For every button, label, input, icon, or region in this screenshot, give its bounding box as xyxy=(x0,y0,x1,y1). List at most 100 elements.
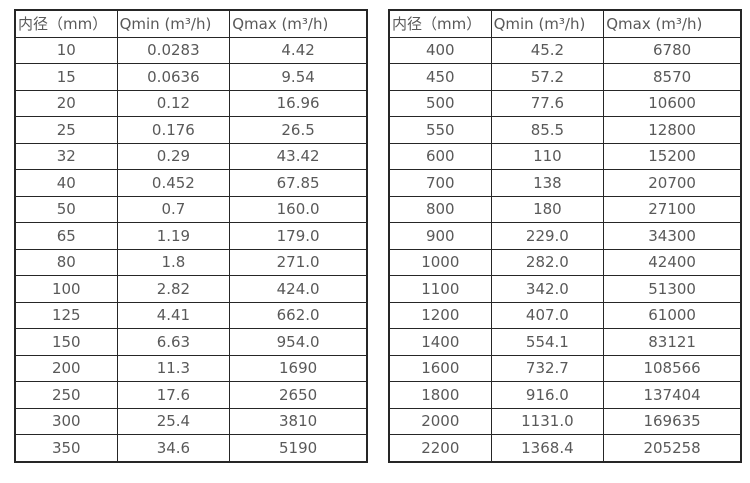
table-row: 32 0.29 43.42 xyxy=(14,142,368,170)
table-cell: 108566 xyxy=(603,354,742,382)
table-cell: 12800 xyxy=(603,116,742,144)
table-row: 900 229.0 34300 xyxy=(388,222,742,250)
table-cell: 2200 xyxy=(388,434,492,462)
table-cell: 550 xyxy=(388,116,492,144)
table-cell: 10600 xyxy=(603,89,742,117)
table-cell: 15200 xyxy=(603,142,742,170)
table-cell: 2.82 xyxy=(116,275,231,303)
table-cell: 0.12 xyxy=(116,89,231,117)
table-cell: 85.5 xyxy=(490,116,605,144)
table-cell: 150 xyxy=(14,328,118,356)
table-row: 125 4.41 662.0 xyxy=(14,301,368,329)
table-cell: 125 xyxy=(14,301,118,329)
table-cell: 1600 xyxy=(388,354,492,382)
table-header-row: 内径（mm） Qmin (m³/h) Qmax (m³/h) xyxy=(14,9,368,38)
flow-table-left: 内径（mm） Qmin (m³/h) Qmax (m³/h) 10 0.0283 4.4… xyxy=(14,9,368,463)
flow-table-right: 内径（mm） Qmin (m³/h) Qmax (m³/h) 400 45.2 6780… xyxy=(388,9,742,463)
table-row: 50 0.7 160.0 xyxy=(14,195,368,223)
table-cell: 8570 xyxy=(603,63,742,91)
table-cell: 424.0 xyxy=(229,275,368,303)
table-row: 内径（mm） Qmin (m³/h) Qmax (m³/h) xyxy=(14,9,368,38)
table-cell: 400 xyxy=(388,36,492,64)
table-cell: 229.0 xyxy=(490,222,605,250)
table-cell: 26.5 xyxy=(229,116,368,144)
table-row: 500 77.6 10600 xyxy=(388,89,742,117)
table-row: 1100 342.0 51300 xyxy=(388,275,742,303)
table-cell: 1200 xyxy=(388,301,492,329)
table-cell: 300 xyxy=(14,407,118,435)
table-row: 1000 282.0 42400 xyxy=(388,248,742,276)
table-cell: 0.0636 xyxy=(116,63,231,91)
table-cell: 100 xyxy=(14,275,118,303)
table-cell: 169635 xyxy=(603,407,742,435)
table-row: 300 25.4 3810 xyxy=(14,407,368,435)
table-row: 2200 1368.4 205258 xyxy=(388,434,742,462)
table-cell: 450 xyxy=(388,63,492,91)
table-cell: 17.6 xyxy=(116,381,231,409)
table-cell: 250 xyxy=(14,381,118,409)
table-row: 800 180 27100 xyxy=(388,195,742,223)
table-cell: 0.29 xyxy=(116,142,231,170)
table-row: 250 17.6 2650 xyxy=(14,381,368,409)
table-cell: 40 xyxy=(14,169,118,197)
column-header: Qmax (m³/h) xyxy=(229,9,368,38)
table-cell: 83121 xyxy=(603,328,742,356)
table-cell: 271.0 xyxy=(229,248,368,276)
table-cell: 51300 xyxy=(603,275,742,303)
table-row: 65 1.19 179.0 xyxy=(14,222,368,250)
table-cell: 282.0 xyxy=(490,248,605,276)
table-body: 400 45.2 6780 450 57.2 8570 500 77.6 10600 550 85.… xyxy=(388,36,742,462)
table-cell: 1000 xyxy=(388,248,492,276)
table-cell: 0.176 xyxy=(116,116,231,144)
table-cell: 160.0 xyxy=(229,195,368,223)
table-cell: 350 xyxy=(14,434,118,462)
table-cell: 5190 xyxy=(229,434,368,462)
table-cell: 1100 xyxy=(388,275,492,303)
table-row: 1600 732.7 108566 xyxy=(388,354,742,382)
table-cell: 15 xyxy=(14,63,118,91)
table-cell: 179.0 xyxy=(229,222,368,250)
table-cell: 20700 xyxy=(603,169,742,197)
table-row: 700 138 20700 xyxy=(388,169,742,197)
table-row: 200 11.3 1690 xyxy=(14,354,368,382)
table-cell: 732.7 xyxy=(490,354,605,382)
table-row: 600 110 15200 xyxy=(388,142,742,170)
table-cell: 34300 xyxy=(603,222,742,250)
table-cell: 27100 xyxy=(603,195,742,223)
table-cell: 80 xyxy=(14,248,118,276)
table-cell: 4.42 xyxy=(229,36,368,64)
column-header: Qmin (m³/h) xyxy=(490,9,605,38)
table-cell: 57.2 xyxy=(490,63,605,91)
table-cell: 20 xyxy=(14,89,118,117)
table-row: 550 85.5 12800 xyxy=(388,116,742,144)
table-cell: 1800 xyxy=(388,381,492,409)
table-header-row: 内径（mm） Qmin (m³/h) Qmax (m³/h) xyxy=(388,9,742,38)
table-cell: 1690 xyxy=(229,354,368,382)
table-cell: 65 xyxy=(14,222,118,250)
table-cell: 138 xyxy=(490,169,605,197)
table-cell: 500 xyxy=(388,89,492,117)
table-cell: 1400 xyxy=(388,328,492,356)
table-cell: 1368.4 xyxy=(490,434,605,462)
table-row: 内径（mm） Qmin (m³/h) Qmax (m³/h) xyxy=(388,9,742,38)
table-cell: 1131.0 xyxy=(490,407,605,435)
column-header: 内径（mm） xyxy=(14,9,118,38)
table-row: 80 1.8 271.0 xyxy=(14,248,368,276)
table-cell: 0.7 xyxy=(116,195,231,223)
table-cell: 42400 xyxy=(603,248,742,276)
table-cell: 2000 xyxy=(388,407,492,435)
table-cell: 77.6 xyxy=(490,89,605,117)
table-cell: 61000 xyxy=(603,301,742,329)
table-cell: 25.4 xyxy=(116,407,231,435)
table-cell: 34.6 xyxy=(116,434,231,462)
table-cell: 200 xyxy=(14,354,118,382)
table-cell: 407.0 xyxy=(490,301,605,329)
column-header: Qmin (m³/h) xyxy=(116,9,231,38)
table-cell: 954.0 xyxy=(229,328,368,356)
table-cell: 16.96 xyxy=(229,89,368,117)
table-cell: 110 xyxy=(490,142,605,170)
table-row: 1200 407.0 61000 xyxy=(388,301,742,329)
table-cell: 180 xyxy=(490,195,605,223)
table-row: 100 2.82 424.0 xyxy=(14,275,368,303)
